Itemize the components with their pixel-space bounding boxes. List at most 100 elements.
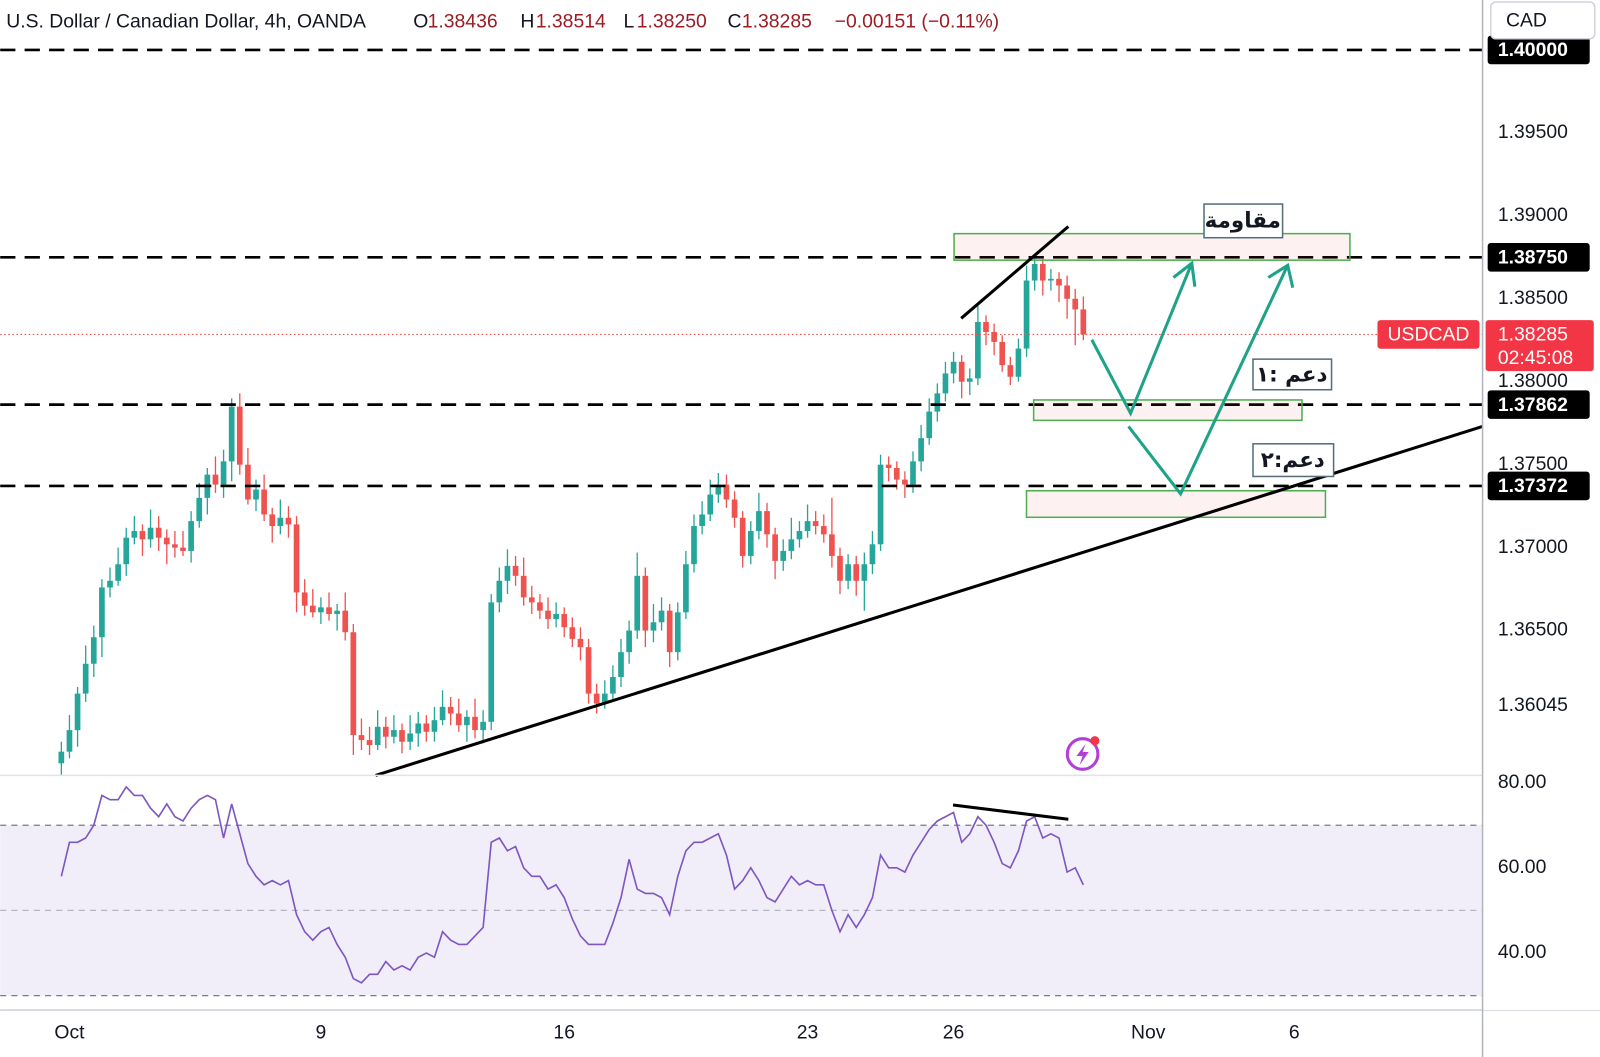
candle-body (374, 726, 381, 746)
y-tick-label: 1.37500 (1498, 453, 1568, 475)
y-tick-label: 1.39000 (1498, 204, 1568, 226)
candle-body (593, 693, 600, 704)
candle-body (382, 726, 389, 737)
candle-body (910, 461, 916, 485)
level-label-bg (1487, 390, 1590, 419)
logo-dot (1090, 736, 1100, 746)
level-label: 1.37862 (1498, 394, 1568, 416)
level-label-bg (1487, 243, 1590, 272)
candle-body (796, 531, 803, 540)
candle-body (650, 622, 657, 631)
candle-body (1056, 278, 1062, 286)
candle-body (236, 406, 243, 465)
candle-body (447, 706, 454, 714)
candle-body (285, 517, 292, 525)
change-value: −0.00151 (−0.11%) (835, 11, 999, 33)
level-label-bg (1487, 35, 1590, 65)
candle-body (585, 647, 592, 694)
current-price-bg (1485, 320, 1594, 372)
trend-line (375, 425, 1484, 777)
candle-body (399, 730, 405, 742)
arrow-head (1267, 262, 1295, 289)
annotation-box (1203, 203, 1284, 239)
divergence-line (952, 803, 1069, 821)
ohlc-value: 1.38436 (428, 11, 498, 33)
candle-body (869, 544, 876, 565)
x-tick-label: Oct (54, 1022, 85, 1044)
candle-body (301, 592, 308, 606)
currency-label[interactable]: CAD (1506, 10, 1547, 32)
candle-body (123, 537, 130, 565)
candle-body (1072, 298, 1079, 310)
candle-body (147, 527, 154, 540)
candle-body (439, 706, 446, 721)
candle-body (926, 411, 933, 439)
candle-body (893, 467, 900, 480)
support-zone (1025, 489, 1327, 519)
candle-body (934, 393, 941, 412)
level-label-bg (1487, 471, 1590, 501)
candle-body (999, 341, 1006, 366)
candle-body (723, 484, 730, 500)
candle-body (634, 575, 641, 631)
candle-body (528, 597, 535, 603)
candle-body (642, 575, 649, 631)
candle-body (391, 730, 397, 737)
candle-body (407, 733, 413, 742)
candle-body (739, 517, 746, 556)
candle-body (610, 677, 616, 694)
candle-body (1039, 263, 1046, 281)
candle-body (196, 497, 203, 522)
candle-body (780, 550, 787, 561)
candle-body (991, 331, 997, 342)
ohlc-value: 1.38514 (536, 11, 606, 33)
candle-body (155, 527, 162, 538)
y-tick-label: 1.38000 (1498, 370, 1568, 392)
candle-body (172, 544, 178, 548)
level-label: 1.38750 (1498, 246, 1568, 268)
candle-body (107, 580, 113, 588)
support-zone (1032, 399, 1303, 422)
candle-body (58, 751, 65, 764)
x-tick-label: Nov (1131, 1022, 1166, 1044)
annotation: مقاومة (1205, 208, 1281, 233)
candle-body (90, 637, 97, 664)
candle-body (496, 580, 503, 603)
x-tick-label: 26 (943, 1022, 965, 1044)
candle-body (788, 539, 795, 551)
candle-body (334, 610, 340, 614)
candle-body (861, 564, 868, 581)
annotation: دعم:٢ (1261, 448, 1325, 473)
candle-body (553, 613, 559, 619)
candle-body (318, 607, 324, 613)
candle-body (188, 521, 194, 551)
candle-body (983, 322, 989, 332)
candle-body (958, 361, 965, 382)
candle-body (520, 575, 527, 598)
candle-body (885, 464, 892, 468)
candle-body (1031, 263, 1038, 281)
ohlc-value: 1.38285 (742, 11, 812, 33)
candle-body (942, 373, 949, 394)
candle-body (423, 723, 430, 732)
candle-body (626, 630, 632, 653)
symbol-tag: USDCAD (1388, 324, 1470, 346)
candle-body (772, 534, 778, 561)
candle-body (82, 663, 89, 694)
candle-body (350, 632, 357, 736)
candle-body (66, 730, 73, 752)
candle-body (829, 534, 835, 556)
candle-body (975, 322, 981, 379)
currency-button[interactable] (1489, 1, 1596, 40)
candle-body (277, 517, 284, 527)
candle-body (342, 610, 349, 633)
candle-body (683, 564, 689, 613)
candle-body (1015, 348, 1022, 377)
candle-body (820, 526, 827, 535)
rsi-tick-label: 80.00 (1498, 771, 1547, 793)
candle-body (309, 605, 316, 613)
candle-body (366, 740, 373, 746)
candle-body (480, 721, 486, 731)
